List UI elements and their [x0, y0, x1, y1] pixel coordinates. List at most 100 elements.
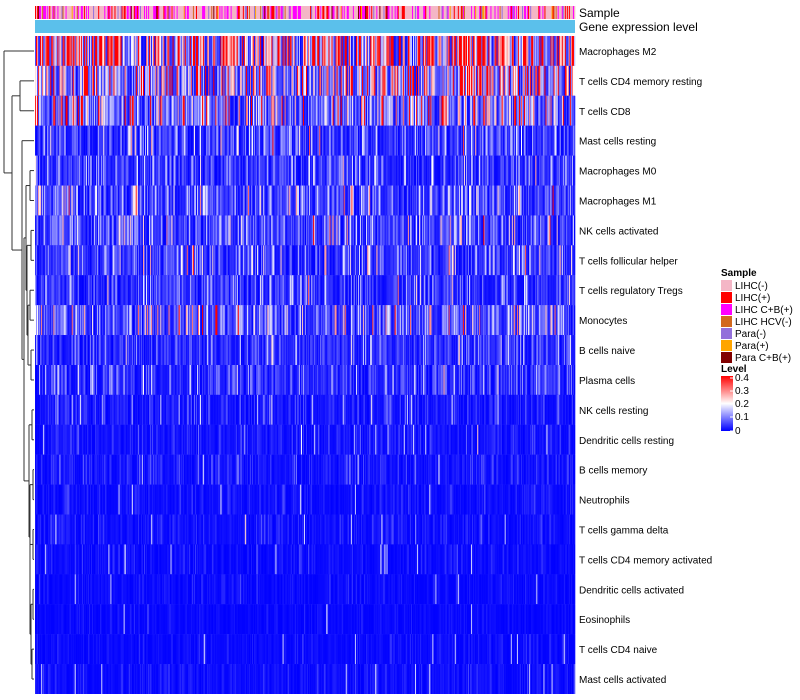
heatmap-cell	[97, 36, 99, 66]
heatmap-cell	[480, 155, 482, 186]
heatmap-cell	[183, 155, 186, 186]
heatmap-cell	[473, 36, 475, 66]
heatmap-cell	[497, 125, 499, 156]
heatmap-cell	[461, 185, 464, 216]
sample-annotation-cell	[343, 6, 346, 19]
heatmap-cell	[331, 155, 333, 186]
heatmap-cell	[537, 65, 539, 96]
heatmap-cell	[357, 125, 360, 156]
heatmap-cell	[387, 245, 389, 276]
sample-annotation-cell	[349, 6, 352, 19]
heatmap-cell	[41, 95, 43, 126]
heatmap-cell	[549, 125, 551, 156]
heatmap-cell	[302, 65, 305, 96]
heatmap-cell	[315, 155, 317, 186]
heatmap-cell	[349, 125, 352, 156]
heatmap-cell	[511, 185, 514, 216]
heatmap-cell	[273, 36, 275, 66]
heatmap-cell	[311, 215, 313, 246]
heatmap-cell	[307, 125, 309, 156]
heatmap-cell	[372, 215, 374, 246]
heatmap-cell	[133, 155, 136, 186]
heatmap-cell	[233, 155, 235, 186]
heatmap-cell	[167, 275, 169, 306]
heatmap-cell	[123, 65, 125, 96]
heatmap-cell	[515, 215, 518, 246]
heatmap-cell	[70, 275, 72, 306]
heatmap-cell	[260, 245, 262, 276]
heatmap-cell	[106, 36, 108, 66]
heatmap-cell	[128, 185, 131, 216]
heatmap-cell	[560, 215, 563, 246]
heatmap-cell	[411, 125, 414, 156]
heatmap-cell	[497, 36, 499, 66]
sample-annotation-cell	[489, 6, 491, 19]
heatmap-cell	[499, 155, 501, 186]
heatmap-cell	[419, 215, 421, 246]
heatmap-cell	[133, 125, 136, 156]
heatmap-cell	[231, 245, 233, 276]
heatmap-cell	[365, 185, 367, 216]
heatmap-cell	[459, 36, 462, 66]
heatmap-cell	[563, 65, 566, 96]
heatmap-cell	[192, 36, 195, 66]
heatmap-cell	[180, 215, 183, 246]
heatmap-cell	[296, 155, 299, 186]
heatmap-cell	[125, 155, 127, 186]
sample-annotation-cell	[311, 6, 313, 19]
heatmap-cell	[209, 185, 211, 216]
sample-annotation-cell	[432, 6, 434, 19]
heatmap-cell	[381, 95, 383, 126]
heatmap-cell	[171, 36, 173, 66]
heatmap-cell	[528, 245, 530, 276]
heatmap-cell	[301, 95, 304, 126]
heatmap-cell	[445, 185, 447, 216]
heatmap-cell	[69, 275, 71, 306]
heatmap-cell	[253, 95, 255, 126]
heatmap-cell	[55, 125, 57, 156]
heatmap-cell	[121, 36, 123, 66]
heatmap-cell	[82, 155, 85, 186]
heatmap-cell	[169, 185, 171, 216]
heatmap-cell	[367, 65, 369, 96]
sample-annotation-cell	[503, 6, 505, 19]
sample-annotation-cell	[151, 6, 153, 19]
heatmap-cell	[392, 65, 394, 96]
heatmap-cell	[143, 155, 145, 186]
heatmap-cell	[222, 36, 224, 66]
heatmap-cell	[512, 245, 515, 276]
heatmap-cell	[114, 125, 116, 156]
heatmap-cell	[115, 245, 117, 276]
heatmap-cell	[200, 215, 202, 246]
heatmap-cell	[117, 65, 119, 96]
heatmap-cell	[408, 125, 411, 156]
heatmap-cell	[86, 215, 89, 246]
heatmap-cell	[45, 275, 47, 306]
heatmap-cell	[277, 185, 279, 216]
heatmap-cell	[36, 275, 38, 306]
heatmap-cell	[571, 185, 574, 216]
heatmap-cell	[295, 65, 298, 96]
heatmap-cell	[111, 185, 113, 216]
sample-annotation-cell	[322, 6, 324, 19]
heatmap-cell	[476, 95, 478, 126]
heatmap-cell	[324, 155, 326, 186]
heatmap-cell	[426, 155, 428, 186]
heatmap-cell	[188, 95, 191, 126]
heatmap-cell	[400, 245, 403, 276]
heatmap-cell	[359, 65, 361, 96]
sample-annotation-cell	[535, 6, 537, 19]
heatmap-cell	[383, 245, 385, 276]
heatmap-cell	[254, 155, 256, 186]
heatmap-cell	[497, 155, 499, 186]
heatmap-cell	[365, 95, 367, 126]
heatmap-cell	[63, 245, 65, 276]
heatmap-cell	[257, 36, 259, 66]
heatmap-cell	[396, 125, 399, 156]
heatmap-cell	[567, 155, 570, 186]
sample-annotation-cell	[405, 6, 408, 19]
heatmap-cell	[439, 125, 441, 156]
heatmap-cell	[496, 65, 498, 96]
heatmap-cell	[410, 185, 413, 216]
heatmap-cell	[386, 125, 388, 156]
